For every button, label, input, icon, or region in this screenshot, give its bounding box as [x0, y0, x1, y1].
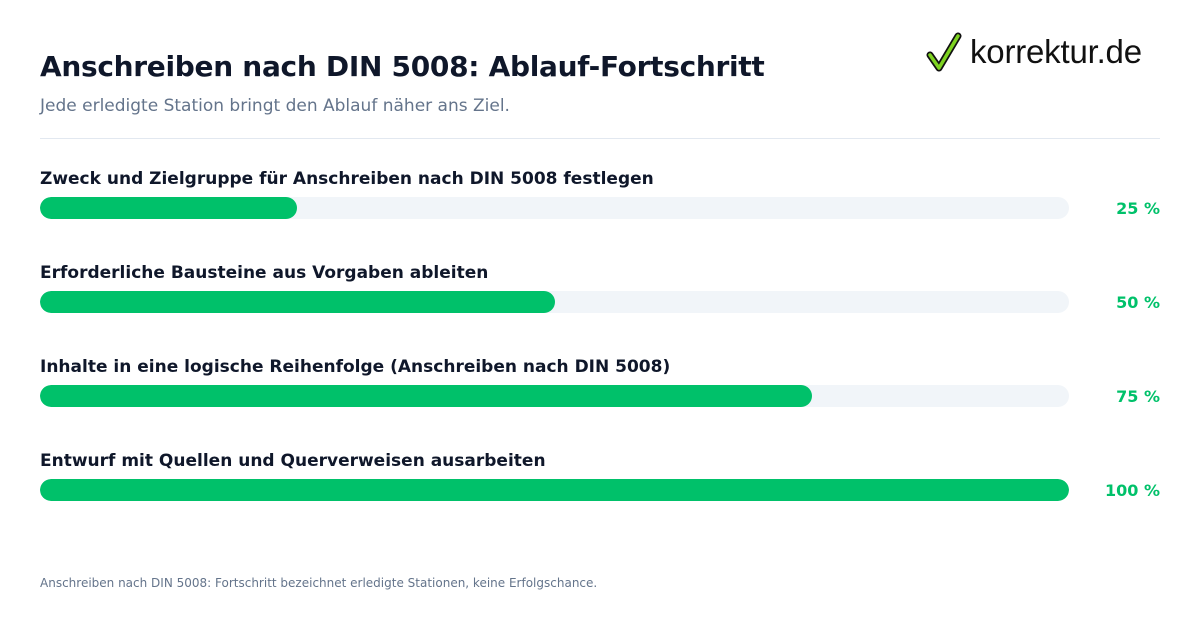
value-label: 25 % [1116, 199, 1160, 218]
progress-track [40, 291, 1069, 313]
progress-row: Zweck und Zielgruppe für Anschreiben nac… [40, 169, 1160, 229]
progress-track [40, 197, 1069, 219]
header-divider [40, 138, 1160, 139]
progress-bar [40, 291, 555, 313]
bar-label: Erforderliche Bausteine aus Vorgaben abl… [40, 263, 489, 283]
progress-track [40, 385, 1069, 407]
chart-subtitle: Jede erledigte Station bringt den Ablauf… [40, 96, 510, 116]
bar-label: Entwurf mit Quellen und Querverweisen au… [40, 451, 546, 471]
bar-label: Inhalte in eine logische Reihenfolge (An… [40, 357, 671, 377]
progress-row: Entwurf mit Quellen und Querverweisen au… [40, 451, 1160, 511]
value-label: 75 % [1116, 387, 1160, 406]
progress-track [40, 479, 1069, 501]
progress-bar [40, 197, 297, 219]
logo-text: korrektur.de [970, 33, 1142, 70]
brand-logo[interactable]: korrektur.de [926, 30, 1142, 74]
value-label: 100 % [1105, 481, 1160, 500]
progress-bar [40, 385, 812, 407]
progress-bar [40, 479, 1069, 501]
bar-label: Zweck und Zielgruppe für Anschreiben nac… [40, 169, 654, 189]
progress-row: Erforderliche Bausteine aus Vorgaben abl… [40, 263, 1160, 323]
value-label: 50 % [1116, 293, 1160, 312]
checkmark-icon [926, 32, 962, 72]
footnote: Anschreiben nach DIN 5008: Fortschritt b… [40, 576, 598, 590]
progress-row: Inhalte in eine logische Reihenfolge (An… [40, 357, 1160, 417]
chart-title: Anschreiben nach DIN 5008: Ablauf-Fortsc… [40, 50, 765, 83]
